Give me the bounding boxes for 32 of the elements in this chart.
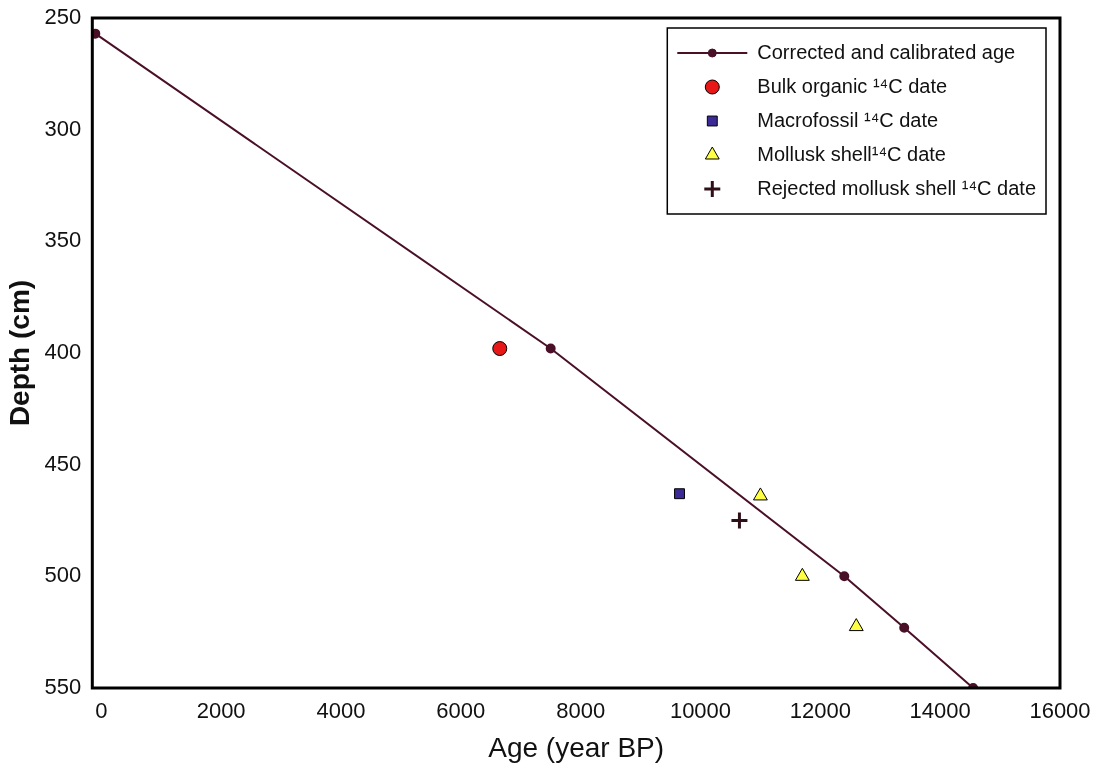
legend-label: Corrected and calibrated age xyxy=(757,40,1016,63)
point xyxy=(492,341,508,357)
y-tick-label: 450 xyxy=(44,450,82,476)
point xyxy=(729,511,749,530)
x-tick-label: 12000 xyxy=(789,698,851,724)
point xyxy=(752,487,768,501)
x-tick-label: 0 xyxy=(95,698,108,724)
x-tick-label: 14000 xyxy=(909,698,971,724)
legend-label: Bulk organic ¹⁴C date xyxy=(757,74,948,97)
y-tick-label: 500 xyxy=(44,562,82,588)
point xyxy=(848,618,864,632)
x-tick-label: 10000 xyxy=(669,698,732,724)
y-tick-label: 400 xyxy=(44,339,82,365)
y-axis-title: Depth (cm) xyxy=(3,279,35,427)
point xyxy=(899,622,910,633)
legend-label: Macrofossil ¹⁴C date xyxy=(757,108,939,131)
x-tick-label: 2000 xyxy=(196,698,246,724)
point xyxy=(839,571,850,582)
x-tick-label: 8000 xyxy=(556,698,606,724)
x-tick-label: 16000 xyxy=(1029,698,1091,724)
x-tick-label: 6000 xyxy=(436,698,486,724)
x-axis-title: Age (year BP) xyxy=(488,731,665,763)
y-tick-label: 550 xyxy=(44,674,82,700)
point xyxy=(545,343,556,354)
y-tick-label: 250 xyxy=(44,4,82,30)
x-tick-label: 4000 xyxy=(316,698,366,724)
point xyxy=(794,567,810,581)
legend-label: Mollusk shell¹⁴C date xyxy=(757,142,946,165)
point xyxy=(674,488,685,500)
y-tick-label: 350 xyxy=(44,227,82,253)
y-tick-label: 300 xyxy=(44,115,82,141)
legend-label: Rejected mollusk shell ¹⁴C date xyxy=(757,176,1037,199)
